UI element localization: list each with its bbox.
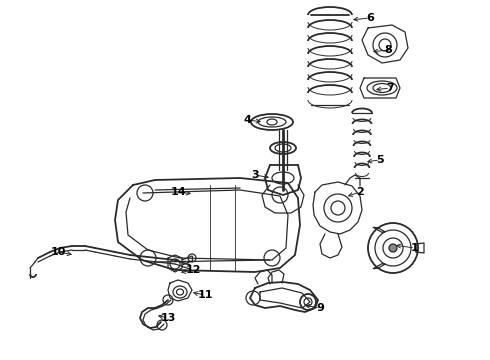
Text: 9: 9 bbox=[316, 303, 324, 313]
Text: 13: 13 bbox=[160, 313, 176, 323]
Text: 3: 3 bbox=[251, 170, 259, 180]
Text: 7: 7 bbox=[386, 83, 394, 93]
Text: 12: 12 bbox=[185, 265, 201, 275]
Text: 6: 6 bbox=[366, 13, 374, 23]
Text: 2: 2 bbox=[356, 187, 364, 197]
Text: 1: 1 bbox=[411, 243, 419, 253]
Text: 11: 11 bbox=[197, 290, 213, 300]
Text: 8: 8 bbox=[384, 45, 392, 55]
Text: 4: 4 bbox=[243, 115, 251, 125]
Circle shape bbox=[389, 244, 397, 252]
Text: 5: 5 bbox=[376, 155, 384, 165]
Text: 10: 10 bbox=[50, 247, 66, 257]
Text: 14: 14 bbox=[170, 187, 186, 197]
